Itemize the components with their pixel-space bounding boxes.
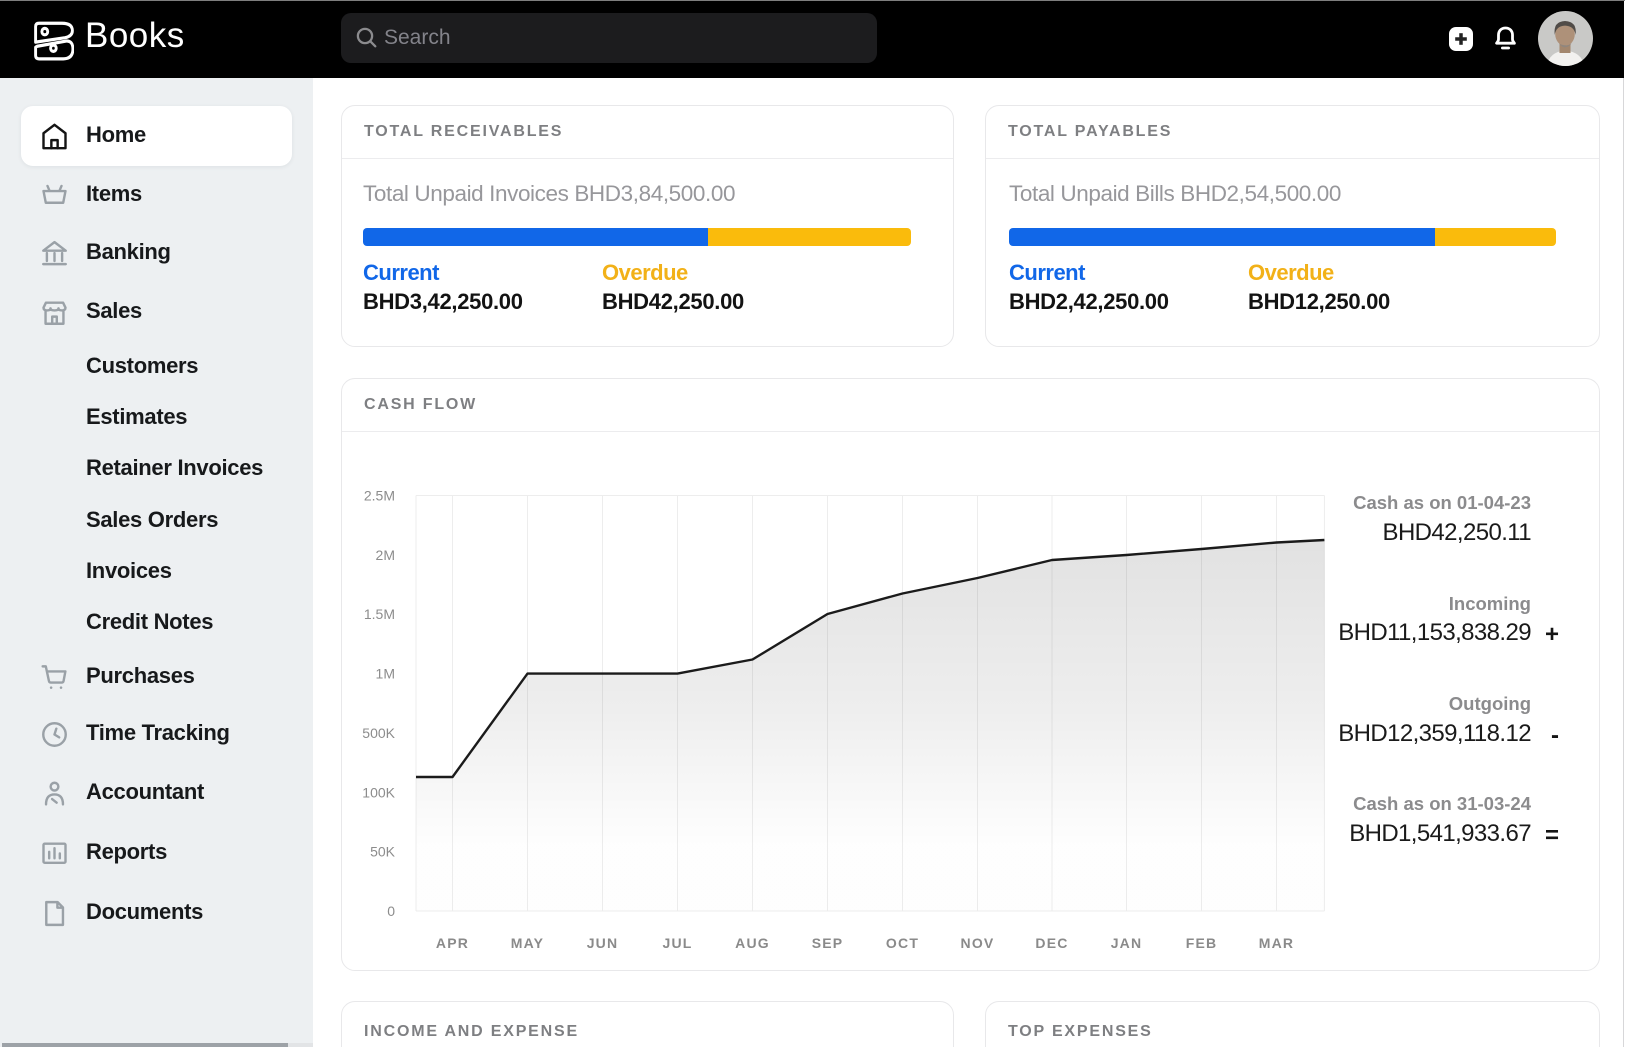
svg-text:1.5M: 1.5M	[364, 606, 395, 622]
svg-text:JUN: JUN	[587, 935, 619, 951]
svg-text:2M: 2M	[376, 547, 395, 563]
svg-text:OCT: OCT	[886, 935, 919, 951]
svg-text:500K: 500K	[362, 725, 395, 741]
svg-text:0: 0	[387, 903, 395, 919]
svg-text:JAN: JAN	[1111, 935, 1143, 951]
svg-text:MAY: MAY	[511, 935, 544, 951]
svg-text:50K: 50K	[370, 844, 396, 860]
svg-text:1M: 1M	[376, 666, 395, 682]
svg-text:NOV: NOV	[961, 935, 995, 951]
svg-text:APR: APR	[436, 935, 469, 951]
svg-text:AUG: AUG	[735, 935, 770, 951]
svg-text:2.5M: 2.5M	[364, 488, 395, 504]
svg-text:100K: 100K	[362, 784, 395, 800]
svg-text:FEB: FEB	[1186, 935, 1218, 951]
svg-text:MAR: MAR	[1259, 935, 1294, 951]
svg-text:DEC: DEC	[1035, 935, 1068, 951]
svg-text:SEP: SEP	[812, 935, 844, 951]
svg-text:JUL: JUL	[662, 935, 692, 951]
